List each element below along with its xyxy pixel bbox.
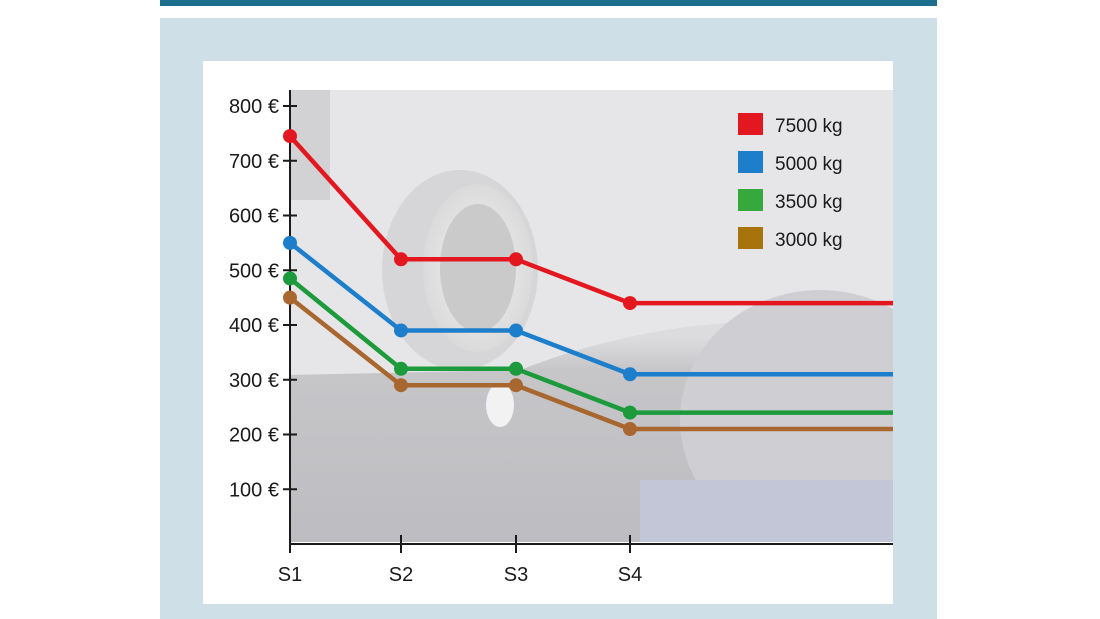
top-accent-bar	[160, 0, 937, 6]
legend-label: 3000 kg	[775, 230, 843, 251]
legend-label: 7500 kg	[775, 116, 843, 137]
data-point	[394, 323, 408, 338]
data-point	[283, 129, 297, 144]
y-tick-label: 500 €	[229, 260, 279, 282]
legend-swatch	[738, 189, 763, 211]
y-tick-label: 400 €	[229, 315, 279, 337]
y-tick-label: 600 €	[229, 206, 279, 228]
data-point	[623, 405, 637, 420]
legend-swatch	[738, 227, 763, 249]
y-tick-label: 200 €	[229, 425, 279, 447]
data-point	[283, 271, 297, 286]
data-point	[509, 252, 523, 267]
data-point	[623, 422, 637, 437]
data-point	[394, 361, 408, 376]
x-tick-label: S3	[504, 564, 528, 586]
data-point	[623, 296, 637, 311]
y-tick-label: 800 €	[229, 96, 279, 118]
data-point	[623, 367, 637, 382]
legend: 7500 kg 5000 kg 3500 kg 3000 kg	[738, 113, 843, 251]
data-point	[283, 290, 297, 305]
data-point	[283, 235, 297, 250]
legend-swatch	[738, 113, 763, 135]
legend-label: 5000 kg	[775, 154, 843, 175]
legend-swatch	[738, 151, 763, 173]
y-tick-label: 700 €	[229, 151, 279, 173]
y-axis-ticks: 100 € 200 € 300 € 400 € 500 € 600 € 700 € 800 €	[229, 96, 297, 501]
data-point	[394, 252, 408, 267]
data-point	[394, 378, 408, 393]
x-tick-label: S2	[389, 564, 413, 586]
legend-label: 3500 kg	[775, 192, 843, 213]
x-axis-ticks: S1 S2 S3 S4	[278, 535, 642, 586]
x-tick-label: S4	[618, 564, 642, 586]
x-tick-label: S1	[278, 564, 302, 586]
series-layer	[283, 129, 893, 437]
data-point	[509, 378, 523, 393]
y-tick-label: 100 €	[229, 479, 279, 501]
data-point	[509, 323, 523, 338]
data-point	[509, 361, 523, 376]
y-tick-label: 300 €	[229, 370, 279, 392]
